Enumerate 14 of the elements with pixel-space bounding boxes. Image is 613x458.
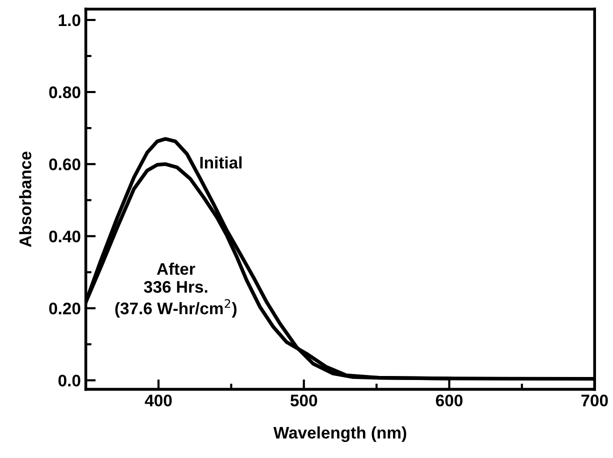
x-tick-label: 600	[436, 394, 462, 406]
y-axis-title: Absorbance	[19, 152, 32, 247]
y-tick-label: 1.0	[58, 14, 80, 26]
series-label: After 336 Hrs. (37.6 W-hr/cm$^{2}$)	[115, 262, 236, 318]
y-tick-label: 0.60	[49, 158, 80, 170]
x-tick-label: 400	[144, 394, 172, 406]
x-axis-title: Wavelength (nm)	[273, 426, 406, 442]
x-tick-label: 700	[581, 394, 608, 406]
y-tick-label: 0.20	[49, 302, 80, 314]
x-tick-label: 500	[290, 394, 318, 406]
y-tick-label: 0.40	[49, 230, 80, 242]
y-tick-label: 0.0	[58, 374, 80, 386]
y-tick-label: 0.80	[49, 86, 80, 98]
series-label: Initial	[200, 156, 242, 169]
